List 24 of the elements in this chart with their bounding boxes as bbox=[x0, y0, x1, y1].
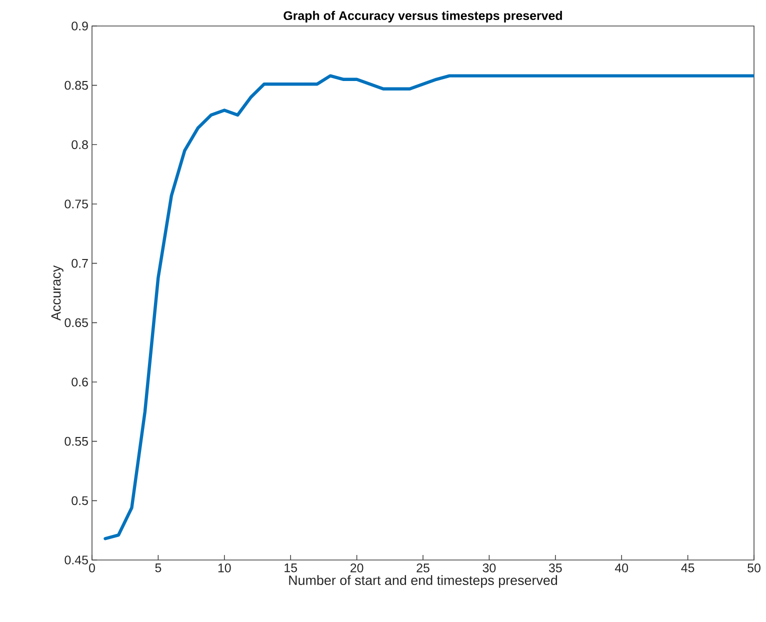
x-tick-label: 15 bbox=[284, 564, 298, 572]
y-tick-label: 0.55 bbox=[64, 436, 88, 446]
y-tick-label: 0.8 bbox=[72, 140, 88, 150]
chart-title: Graph of Accuracy versus timesteps preserved bbox=[284, 10, 562, 22]
x-tick-label: 10 bbox=[218, 564, 231, 572]
y-axis-title: Accuracy bbox=[51, 265, 64, 321]
x-tick-label: 50 bbox=[748, 564, 760, 572]
y-tick-label: 0.9 bbox=[72, 22, 88, 30]
x-tick-label: 45 bbox=[681, 564, 694, 572]
y-tick-label: 0.6 bbox=[72, 378, 88, 386]
x-tick-label: 0 bbox=[89, 564, 95, 572]
y-tick-label: 0.65 bbox=[64, 318, 88, 328]
x-tick-label: 40 bbox=[614, 564, 628, 572]
x-tick-label: 30 bbox=[482, 564, 496, 572]
y-tick-label: 0.5 bbox=[72, 496, 88, 506]
x-tick-label: 35 bbox=[548, 564, 562, 572]
y-tick-label: 0.75 bbox=[64, 200, 88, 208]
y-tick-label: 0.45 bbox=[64, 556, 88, 564]
y-tick-label: 0.7 bbox=[72, 258, 88, 268]
x-axis-title: Number of start and end timesteps preserved bbox=[289, 575, 558, 588]
y-tick-label: 0.85 bbox=[64, 80, 88, 90]
x-tick-label: 5 bbox=[155, 564, 162, 572]
x-tick-label: 20 bbox=[350, 564, 364, 572]
x-tick-label: 25 bbox=[416, 564, 430, 572]
